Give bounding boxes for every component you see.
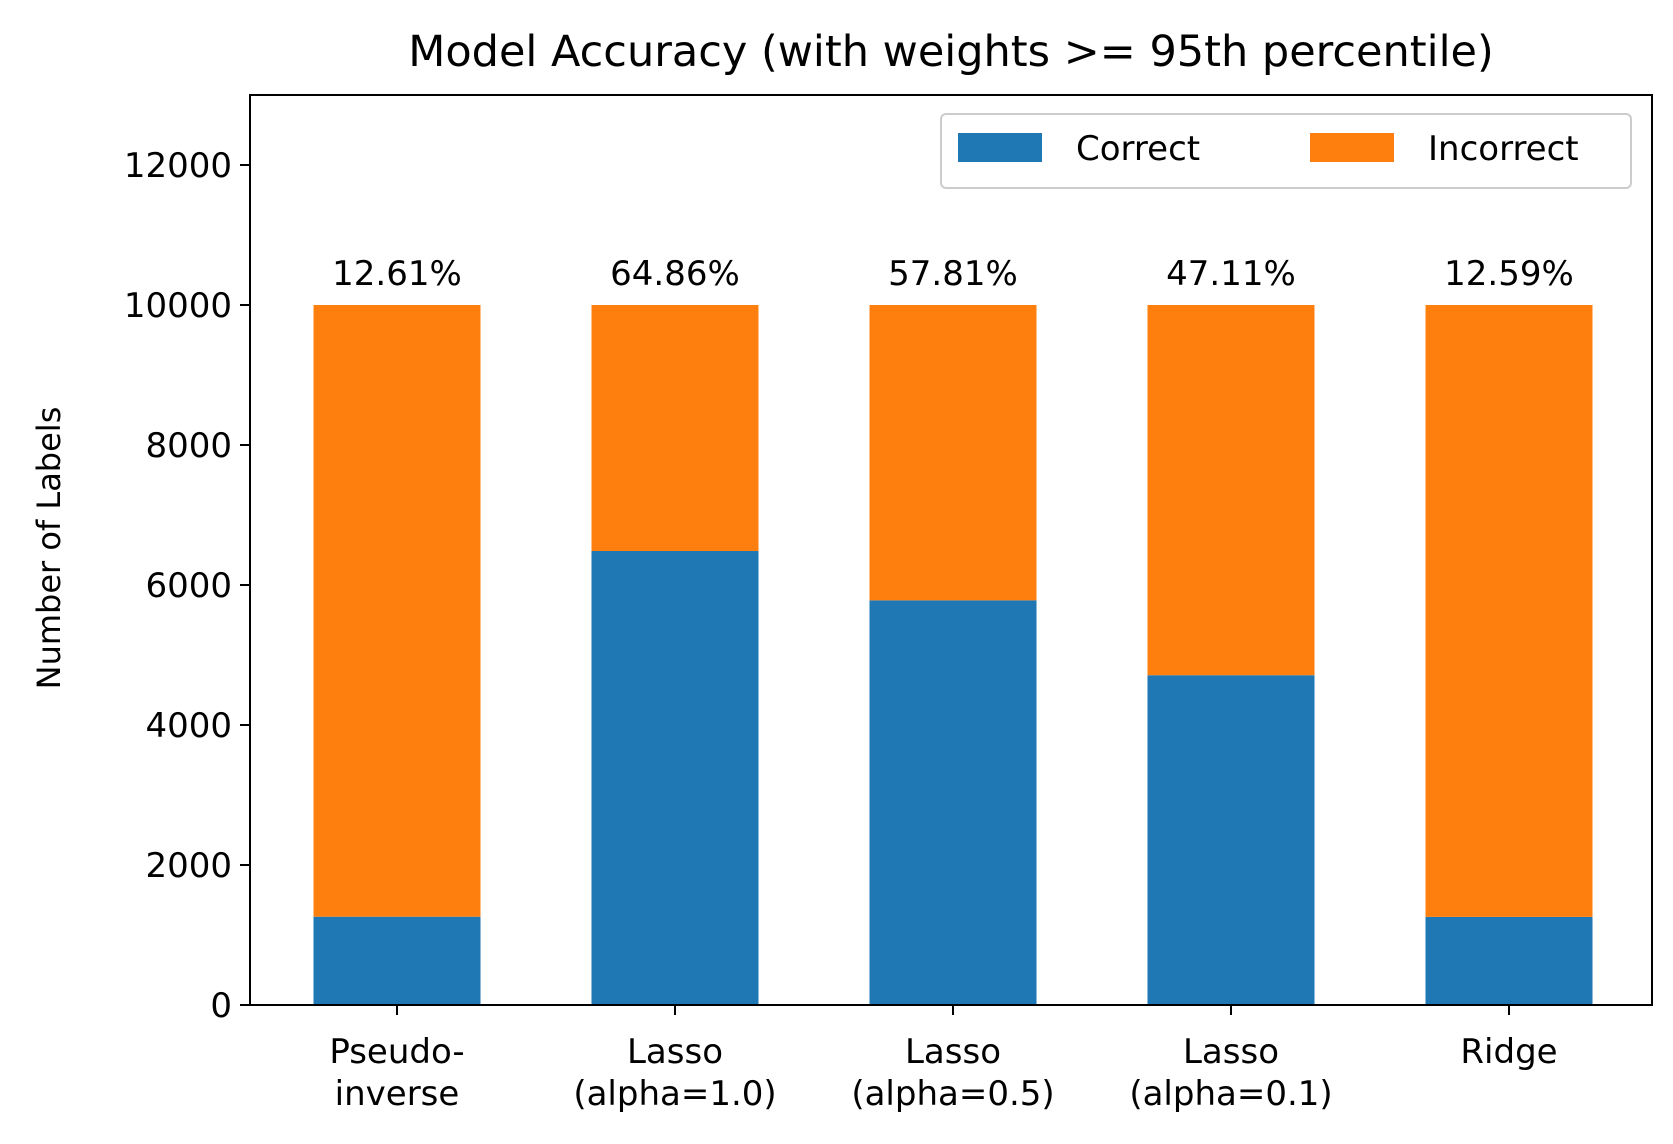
- y-tick-label: 2000: [145, 846, 232, 886]
- bar-incorrect-1: [591, 305, 759, 551]
- legend-box: [940, 113, 1632, 189]
- x-tick-label-line: (alpha=1.0): [573, 1074, 776, 1114]
- y-tick-label: 10000: [124, 286, 232, 326]
- x-tick-label-line: Pseudo-: [329, 1032, 464, 1072]
- bars-layer: [313, 305, 1593, 1005]
- x-tick-label-line: Lasso: [627, 1032, 723, 1072]
- y-axis: 0 2000 4000 6000 8000 10000 12000: [124, 146, 250, 1026]
- data-label-1: 64.86%: [610, 254, 740, 294]
- y-tick-label: 6000: [145, 566, 232, 606]
- x-tick-label-2: Lasso (alpha=0.5): [851, 1032, 1054, 1114]
- data-label-3: 47.11%: [1166, 254, 1296, 294]
- x-tick-label-line: Lasso: [1183, 1032, 1279, 1072]
- chart-title: Model Accuracy (with weights >= 95th per…: [408, 27, 1494, 77]
- bar-correct-4: [1425, 916, 1593, 1005]
- x-tick-label-line: (alpha=0.1): [1129, 1074, 1332, 1114]
- x-tick-label-line: Ridge: [1460, 1032, 1557, 1072]
- bar-incorrect-0: [313, 305, 481, 917]
- bar-incorrect-2: [869, 305, 1037, 601]
- x-tick-label-0: Pseudo-inverse: [329, 1032, 464, 1114]
- x-tick-label-line: Lasso: [905, 1032, 1001, 1072]
- x-tick-label-line: (alpha=0.5): [851, 1074, 1054, 1114]
- legend-swatch-incorrect: [1310, 133, 1394, 162]
- x-tick-label-1: Lasso (alpha=1.0): [573, 1032, 776, 1114]
- plot-frame: [249, 94, 1653, 1006]
- data-label-4: 12.59%: [1444, 254, 1574, 294]
- bar-incorrect-4: [1425, 305, 1593, 917]
- data-labels-layer: 12.61% 64.86% 57.81% 47.11% 12.59%: [332, 254, 1574, 294]
- bar-correct-1: [591, 550, 759, 1005]
- legend: Correct Incorrect: [940, 113, 1632, 189]
- x-tick-label-3: Lasso (alpha=0.1): [1129, 1032, 1332, 1114]
- bar-correct-2: [869, 600, 1037, 1005]
- y-tick-label: 4000: [145, 706, 232, 746]
- x-tick-label-line: inverse: [335, 1074, 460, 1114]
- x-tick-label-4: Ridge: [1460, 1032, 1557, 1072]
- bar-correct-3: [1147, 675, 1315, 1005]
- legend-label-correct: Correct: [1076, 129, 1200, 169]
- y-tick-label: 0: [210, 986, 232, 1026]
- data-label-2: 57.81%: [888, 254, 1018, 294]
- y-tick-label: 12000: [124, 146, 232, 186]
- y-axis-label: Number of Labels: [30, 407, 68, 690]
- y-tick-label: 8000: [145, 426, 232, 466]
- legend-label-incorrect: Incorrect: [1428, 129, 1579, 169]
- bar-correct-0: [313, 916, 481, 1005]
- legend-swatch-correct: [958, 133, 1042, 162]
- bar-incorrect-3: [1147, 305, 1315, 676]
- data-label-0: 12.61%: [332, 254, 462, 294]
